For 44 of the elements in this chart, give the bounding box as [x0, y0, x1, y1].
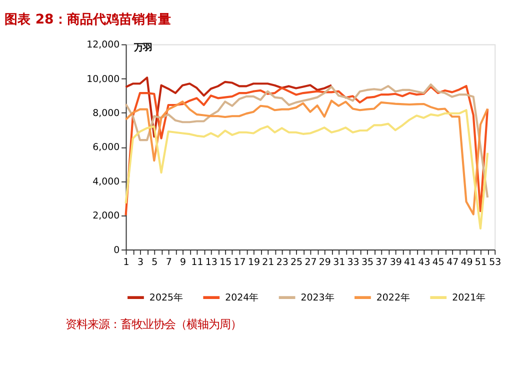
x-tick-label: 7: [166, 257, 172, 268]
x-tick-label: 27: [304, 257, 317, 268]
x-tick-label: 45: [432, 257, 444, 268]
legend-label: 2021年: [452, 292, 486, 304]
x-tick-label: 29: [318, 257, 331, 268]
legend-label: 2023年: [300, 292, 334, 304]
y-tick-label: 2,000: [92, 210, 120, 222]
x-tick-label: 51: [474, 257, 487, 268]
x-tick-label: 47: [446, 257, 459, 268]
line-series: [124, 76, 333, 138]
x-tick-label: 15: [220, 257, 232, 268]
x-tick-label: 11: [191, 257, 204, 268]
x-tick-label: 25: [290, 257, 303, 268]
x-tick-label: 49: [460, 257, 473, 268]
x-tick-label: 33: [347, 257, 360, 268]
y-tick-label: 12,000: [86, 40, 120, 51]
x-tick-label: 37: [376, 257, 388, 268]
x-tick-label: 53: [489, 257, 502, 268]
x-tick-label: 21: [262, 257, 274, 268]
line-series: [124, 109, 489, 230]
x-tick-label: 5: [152, 257, 158, 268]
x-tick-label: 3: [137, 257, 144, 268]
y-axis-title: 万羽: [132, 42, 152, 54]
chart-title: 图表 28：商品代鸡苗销售量: [4, 11, 171, 28]
x-tick-label: 9: [180, 257, 186, 268]
x-tick-label: 19: [248, 257, 260, 268]
x-tick-label: 13: [205, 257, 218, 268]
x-tick-label: 35: [361, 257, 374, 268]
legend-label: 2024年: [225, 292, 258, 304]
legend-label: 2025年: [149, 292, 182, 304]
y-tick-label: 10,000: [86, 74, 120, 85]
y-tick-label: 0: [114, 244, 120, 256]
text: 资料来源：畜牧业协会（横轴为周）: [65, 317, 242, 332]
x-tick-label: 23: [276, 257, 288, 268]
legend-label: 2022年: [376, 292, 410, 304]
x-tick-label: 39: [390, 257, 402, 268]
y-tick-label: 6,000: [92, 142, 120, 154]
x-tick-label: 43: [418, 257, 430, 268]
y-tick-label: 8,000: [92, 108, 120, 120]
x-tick-label: 41: [404, 257, 416, 268]
x-tick-label: 1: [123, 257, 130, 268]
x-tick-label: 17: [234, 257, 246, 268]
y-tick-label: 4,000: [92, 176, 120, 188]
x-tick-label: 31: [333, 257, 346, 268]
